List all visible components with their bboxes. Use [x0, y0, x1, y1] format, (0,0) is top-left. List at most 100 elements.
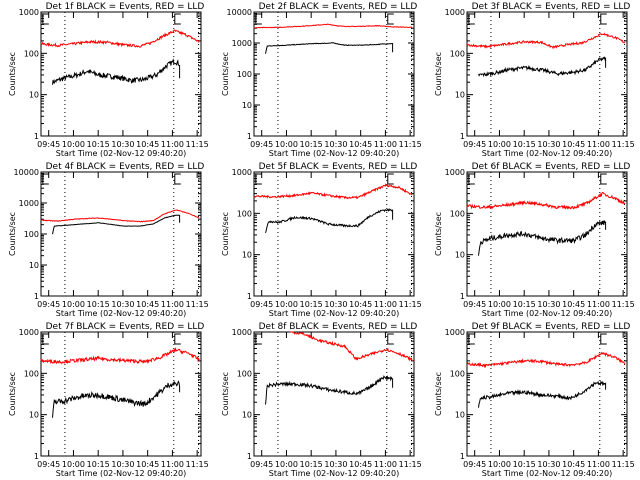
y-tick-label: 100 [450, 49, 465, 58]
y-tick-label: 1000 [232, 168, 252, 177]
x-tick-label: 10:45 [562, 460, 585, 469]
x-tick-label: 10:30 [111, 460, 134, 469]
panel-title: Det 6f BLACK = Events, RED = LLD [472, 162, 631, 172]
y-axis-label: Counts/sec [221, 212, 230, 256]
y-tick-label: 1000 [445, 168, 465, 177]
plot-frame [40, 331, 202, 457]
y-tick-label: 10000 [227, 8, 252, 17]
x-tick-label: 10:00 [275, 460, 298, 469]
panel-title: Det 3f BLACK = Events, RED = LLD [472, 2, 631, 12]
x-tick-label: 10:00 [275, 300, 298, 309]
x-tick-label: 10:45 [349, 460, 372, 469]
y-tick-label: 1 [247, 132, 252, 141]
plot-frame [466, 331, 628, 457]
x-axis-label: Start Time (02-Nov-12 09:40:20) [482, 469, 612, 478]
series-lld-line [466, 191, 626, 210]
x-tick-label: 09:45 [250, 140, 273, 149]
x-tick-label: 11:00 [161, 300, 184, 309]
interval-bracket [255, 333, 262, 345]
x-tick-label: 10:00 [275, 140, 298, 149]
x-tick-label: 10:00 [62, 460, 85, 469]
x-tick-label: 11:15 [399, 460, 422, 469]
panel-title: Det 2f BLACK = Events, RED = LLD [259, 2, 418, 12]
x-tick-label: 11:00 [161, 140, 184, 149]
interval-bracket [174, 333, 181, 345]
y-tick-label: 10 [455, 251, 465, 260]
x-tick-label: 11:15 [186, 140, 209, 149]
y-tick-label: 10 [242, 101, 252, 110]
y-axis-label: Counts/sec [221, 52, 230, 96]
x-tick-label: 10:15 [513, 460, 536, 469]
y-tick-label: 1000 [232, 39, 252, 48]
interval-bracket [42, 173, 49, 185]
panel-det-1: Det 1f BLACK = Events, RED = LLD 1 10 100 10… [8, 2, 209, 158]
series-events-line [265, 374, 394, 405]
y-tick-label: 10 [455, 411, 465, 420]
x-tick-label: 09:45 [37, 140, 60, 149]
y-tick-label: 100 [237, 369, 252, 378]
panel-det-9: Det 9f BLACK = Events, RED = LLD 1 10 100 10… [434, 322, 635, 478]
interval-bracket [255, 13, 262, 25]
y-tick-label: 100 [24, 369, 39, 378]
x-tick-label: 10:30 [324, 140, 347, 149]
panel-title: Det 7f BLACK = Events, RED = LLD [46, 322, 205, 332]
interval-bracket [174, 173, 181, 185]
y-tick-label: 100 [237, 70, 252, 79]
y-tick-label: 100 [24, 49, 39, 58]
y-tick-label: 1 [460, 452, 465, 461]
x-tick-label: 10:45 [136, 300, 159, 309]
y-axis-label: Counts/sec [434, 212, 443, 256]
y-tick-label: 100 [450, 369, 465, 378]
series-events-line [52, 380, 181, 418]
y-tick-label: 100 [24, 230, 39, 239]
x-tick-label: 10:00 [488, 460, 511, 469]
x-tick-label: 10:15 [300, 140, 323, 149]
x-tick-label: 11:00 [374, 460, 397, 469]
x-tick-label: 10:15 [300, 460, 323, 469]
plot-frame [40, 11, 202, 137]
x-tick-label: 11:15 [399, 300, 422, 309]
y-tick-label: 10 [29, 261, 39, 270]
panel-det-3: Det 3f BLACK = Events, RED = LLD 1 10 100 10… [434, 2, 635, 158]
x-tick-label: 10:45 [349, 300, 372, 309]
interval-bracket [387, 333, 394, 345]
x-tick-label: 10:30 [537, 140, 560, 149]
x-axis-label: Start Time (02-Nov-12 09:40:20) [269, 149, 399, 158]
y-tick-label: 1 [34, 292, 39, 301]
series-lld-line [40, 29, 200, 48]
x-axis-label: Start Time (02-Nov-12 09:40:20) [56, 149, 186, 158]
y-tick-label: 10 [29, 411, 39, 420]
plot-frame [466, 11, 628, 137]
series-lld-line [40, 347, 200, 365]
y-tick-label: 1000 [19, 8, 39, 17]
series-events-line [265, 42, 394, 54]
y-axis-label: Counts/sec [8, 52, 17, 96]
plot-frame [253, 11, 415, 137]
interval-bracket [468, 13, 475, 25]
x-axis-label: Start Time (02-Nov-12 09:40:20) [269, 309, 399, 318]
x-tick-label: 09:45 [463, 140, 486, 149]
interval-bracket [600, 333, 607, 345]
x-tick-label: 09:45 [37, 300, 60, 309]
x-axis-label: Start Time (02-Nov-12 09:40:20) [56, 309, 186, 318]
y-tick-label: 10 [242, 251, 252, 260]
interval-bracket [468, 173, 475, 185]
panel-det-4: Det 4f BLACK = Events, RED = LLD 1 10 100 10… [8, 162, 209, 318]
x-tick-label: 09:45 [463, 460, 486, 469]
series-events-line [265, 207, 394, 234]
interval-bracket [387, 13, 394, 25]
series-lld-line [40, 209, 200, 223]
y-tick-label: 100 [450, 209, 465, 218]
y-tick-label: 1000 [232, 328, 252, 337]
interval-bracket [600, 13, 607, 25]
x-tick-label: 11:00 [374, 300, 397, 309]
x-tick-label: 10:45 [562, 140, 585, 149]
y-tick-label: 1000 [19, 199, 39, 208]
y-axis-label: Counts/sec [221, 372, 230, 416]
x-tick-label: 09:45 [250, 460, 273, 469]
y-tick-label: 1 [247, 292, 252, 301]
y-axis-label: Counts/sec [8, 212, 17, 256]
y-tick-label: 1000 [445, 8, 465, 17]
x-tick-label: 09:45 [463, 300, 486, 309]
panel-det-6: Det 6f BLACK = Events, RED = LLD 1 10 100 10… [434, 162, 635, 318]
